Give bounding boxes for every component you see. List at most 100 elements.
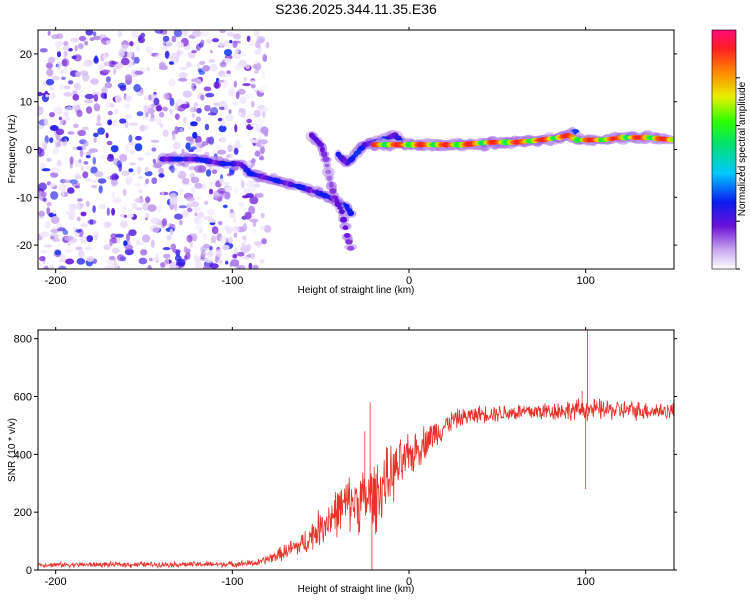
noise-blob	[250, 122, 258, 127]
noise-blob	[189, 106, 194, 113]
noise-blob	[134, 70, 144, 76]
noise-blob	[218, 125, 227, 133]
noise-blob	[85, 30, 94, 36]
x-tick-label: -200	[45, 275, 67, 287]
x-tick-label: -200	[45, 576, 67, 588]
noise-blob	[58, 183, 67, 192]
noise-blob	[178, 219, 183, 226]
noise-blob	[182, 210, 189, 218]
noise-blob	[233, 80, 237, 88]
noise-blob	[59, 138, 66, 142]
noise-blob	[207, 112, 217, 116]
noise-blob	[246, 112, 255, 118]
noise-blob	[107, 110, 113, 116]
trace-core	[347, 245, 355, 251]
noise-blob	[135, 197, 145, 204]
noise-blob	[106, 259, 114, 266]
noise-blob	[93, 103, 101, 112]
noise-blob	[77, 43, 84, 50]
noise-blob	[256, 192, 265, 198]
noise-blob	[61, 76, 66, 81]
noise-blob	[144, 171, 153, 177]
noise-blob	[242, 195, 249, 199]
noise-blob	[85, 165, 92, 170]
noise-blob	[82, 61, 92, 67]
noise-blob	[45, 78, 55, 86]
noise-blob	[249, 39, 255, 47]
noise-blob	[143, 105, 149, 114]
noise-blob	[56, 61, 62, 70]
noise-blob	[67, 242, 71, 247]
noise-blob	[249, 80, 257, 85]
noise-blob	[232, 253, 238, 259]
noise-blob	[250, 83, 256, 89]
noise-blob	[148, 94, 153, 101]
noise-blob	[132, 183, 142, 187]
noise-blob	[254, 30, 260, 38]
noise-blob	[156, 105, 163, 112]
noise-blob	[218, 221, 223, 226]
noise-blob	[238, 59, 247, 68]
noise-blob	[211, 226, 219, 235]
noise-blob	[100, 92, 107, 99]
noise-blob	[150, 239, 155, 248]
noise-blob	[75, 229, 82, 233]
noise-blob	[93, 94, 99, 102]
colorbar-label: Normalized spectral amplitude	[737, 81, 748, 216]
noise-blob	[50, 92, 56, 99]
noise-blob	[138, 175, 144, 180]
y-tick-label: 20	[20, 49, 32, 61]
noise-blob	[110, 179, 118, 187]
noise-blob	[152, 158, 156, 164]
noise-blob	[233, 147, 239, 155]
noise-blob	[249, 196, 259, 205]
noise-blob	[124, 103, 131, 109]
noise-blob	[77, 198, 83, 202]
noise-blob	[205, 169, 212, 177]
noise-blob	[163, 253, 171, 259]
trace-core	[319, 146, 325, 153]
snr-x-ticks: -200 -100 0 100	[45, 327, 595, 588]
noise-blob	[165, 39, 173, 48]
noise-blob	[63, 50, 68, 57]
noise-blob	[40, 250, 48, 253]
spectrogram-traces-layer	[156, 126, 674, 251]
noise-blob	[133, 84, 141, 92]
noise-blob	[162, 35, 170, 42]
noise-blob	[120, 220, 128, 229]
noise-blob	[193, 253, 198, 260]
noise-blob	[183, 255, 188, 261]
noise-blob	[121, 57, 130, 66]
noise-blob	[182, 30, 188, 37]
noise-blob	[74, 45, 78, 52]
noise-blob	[205, 38, 212, 44]
noise-blob	[236, 265, 246, 269]
noise-blob	[72, 93, 80, 101]
noise-blob	[145, 178, 150, 185]
noise-blob	[251, 228, 257, 234]
noise-blob	[102, 40, 106, 45]
spectrogram-x-ticks: -200 -100 0 100	[45, 27, 595, 287]
noise-blob	[133, 56, 140, 64]
noise-blob	[205, 92, 215, 98]
noise-blob	[190, 121, 198, 127]
noise-blob	[72, 182, 80, 187]
noise-blob	[168, 53, 178, 62]
figure-title: S236.2025.344.11.35.E36	[275, 1, 437, 17]
noise-blob	[224, 186, 233, 192]
noise-blob	[190, 146, 197, 150]
noise-blob	[182, 177, 190, 185]
noise-blob	[54, 250, 62, 256]
noise-blob	[71, 55, 77, 60]
noise-blob	[209, 245, 213, 251]
noise-blob	[199, 60, 206, 66]
noise-blob	[147, 204, 157, 212]
noise-blob	[120, 44, 129, 49]
noise-blob	[123, 214, 128, 218]
noise-blob	[86, 256, 94, 263]
noise-blob	[97, 127, 105, 135]
trace-core	[339, 209, 345, 215]
noise-blob	[223, 40, 230, 47]
noise-blob	[43, 244, 53, 248]
noise-blob	[226, 70, 231, 75]
